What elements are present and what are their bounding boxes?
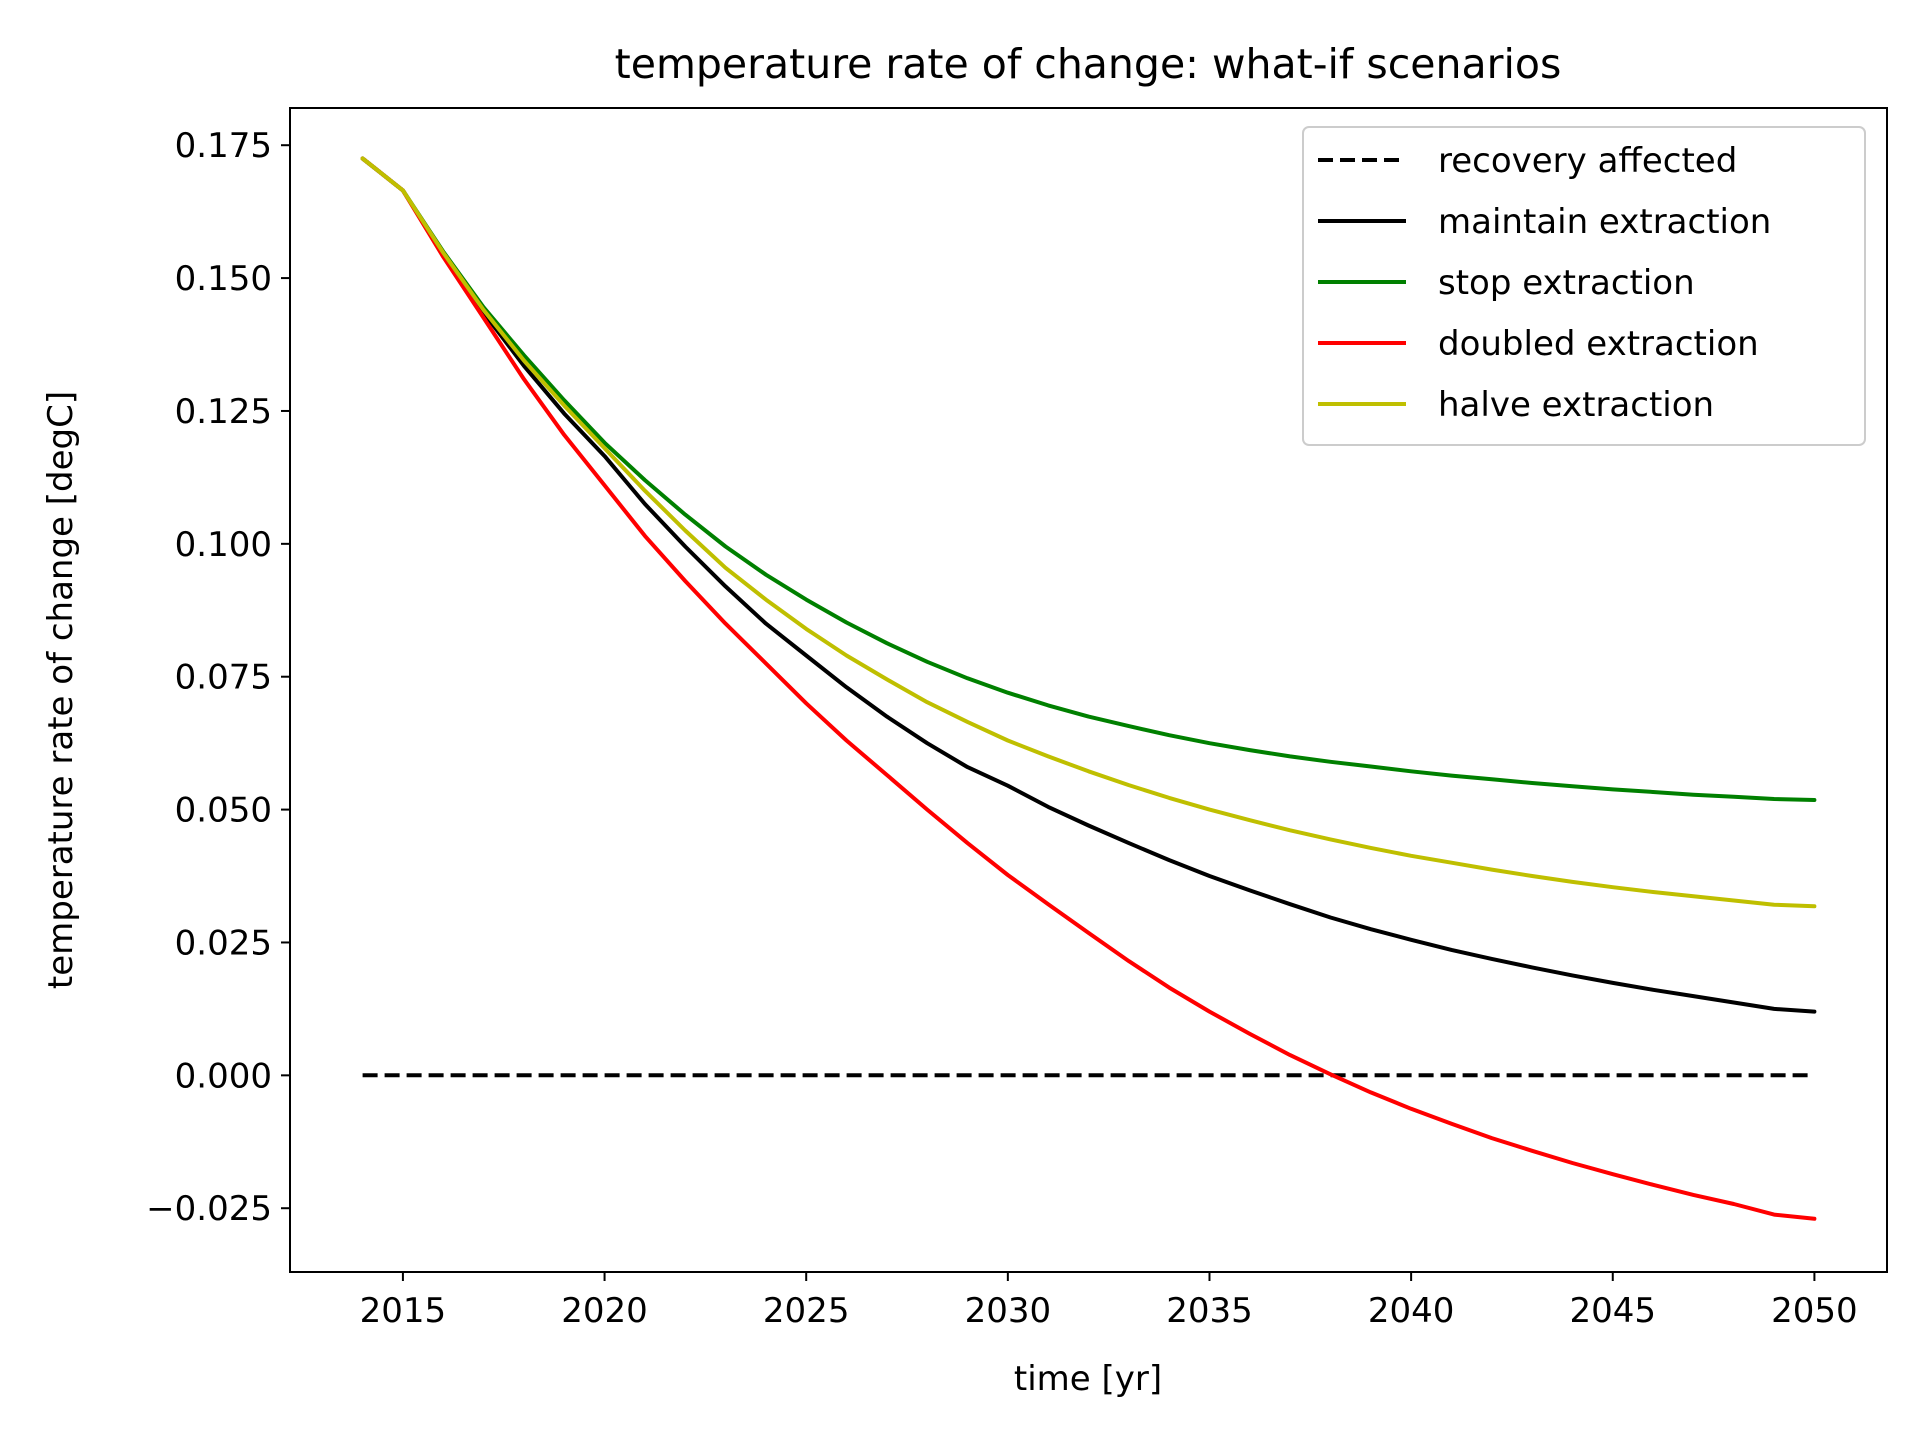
y-tick-label: 0.175 — [175, 126, 272, 166]
y-tick-label: 0.125 — [175, 392, 272, 432]
legend-label: doubled extraction — [1438, 324, 1759, 364]
x-tick-label: 2015 — [360, 1291, 447, 1331]
y-tick-label: 0.050 — [175, 791, 272, 831]
legend-label: stop extraction — [1438, 263, 1695, 303]
y-axis-ticks: −0.025 0.000 0.025 0.050 0.075 0.100 0.125 0.15… — [146, 126, 290, 1229]
x-axis-ticks: 2015 2020 2025 2030 2035 2040 2045 2050 — [360, 1272, 1858, 1331]
x-axis-label: time [yr] — [1014, 1359, 1162, 1399]
x-tick-label: 2045 — [1570, 1291, 1657, 1331]
legend-box — [1302, 126, 1866, 446]
x-tick-label: 2025 — [763, 1291, 850, 1331]
chart-title: temperature rate of change: what-if scen… — [615, 40, 1562, 88]
legend-label: maintain extraction — [1438, 202, 1771, 242]
x-tick-label: 2020 — [561, 1291, 648, 1331]
series-layer — [360, 156, 1817, 1221]
y-tick-label: 0.150 — [175, 259, 272, 299]
legend-label: halve extraction — [1438, 385, 1714, 425]
series-line-maintain-extraction — [360, 156, 1817, 1014]
x-tick-label: 2040 — [1368, 1291, 1455, 1331]
series-line-halve-extraction — [360, 156, 1817, 909]
y-axis-label: temperature rate of change [degC] — [41, 391, 81, 989]
legend-label: recovery affected — [1438, 141, 1737, 181]
series-line-stop-extraction — [360, 156, 1817, 802]
y-tick-label: −0.025 — [146, 1189, 272, 1229]
y-tick-label: 0.000 — [175, 1056, 272, 1096]
legend: recovery affected maintain extraction stop… — [1302, 126, 1866, 446]
series-line-doubled-extraction — [360, 156, 1817, 1221]
y-tick-label: 0.100 — [175, 525, 272, 565]
legend-items: recovery affected maintain extraction stop… — [1318, 141, 1771, 425]
x-tick-label: 2035 — [1166, 1291, 1253, 1331]
y-tick-label: 0.075 — [175, 658, 272, 698]
y-tick-label: 0.025 — [175, 923, 272, 963]
plot-area-frame — [289, 107, 1888, 1273]
x-tick-label: 2050 — [1771, 1291, 1858, 1331]
x-tick-label: 2030 — [965, 1291, 1052, 1331]
